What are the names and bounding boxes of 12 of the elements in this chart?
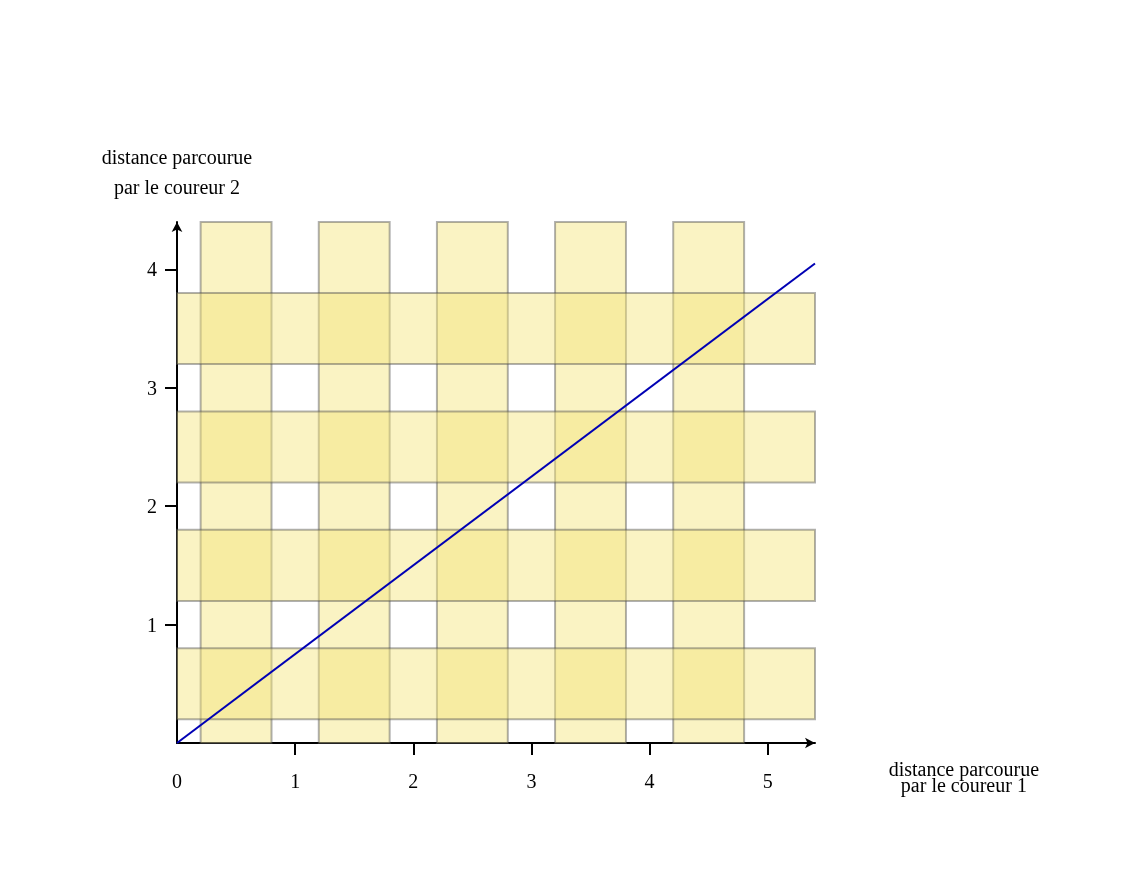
- x-axis-title: distance parcourue par le coureur 1: [888, 758, 1040, 797]
- x-tick-label: 1: [290, 770, 301, 792]
- x-tick-label: 3: [526, 770, 537, 792]
- x-tick-label: 5: [762, 770, 773, 792]
- x-tick-label: 0: [172, 770, 182, 792]
- y-tick-label: 3: [147, 376, 157, 399]
- y-axis-title: distance parcourue par le coureur 2: [101, 146, 253, 199]
- y-tick-label: 2: [147, 495, 157, 518]
- y-tick-label: 1: [147, 613, 157, 636]
- x-tick-label: 4: [644, 770, 655, 792]
- y-tick-label: 4: [147, 258, 157, 281]
- x-tick-label: 2: [408, 770, 419, 792]
